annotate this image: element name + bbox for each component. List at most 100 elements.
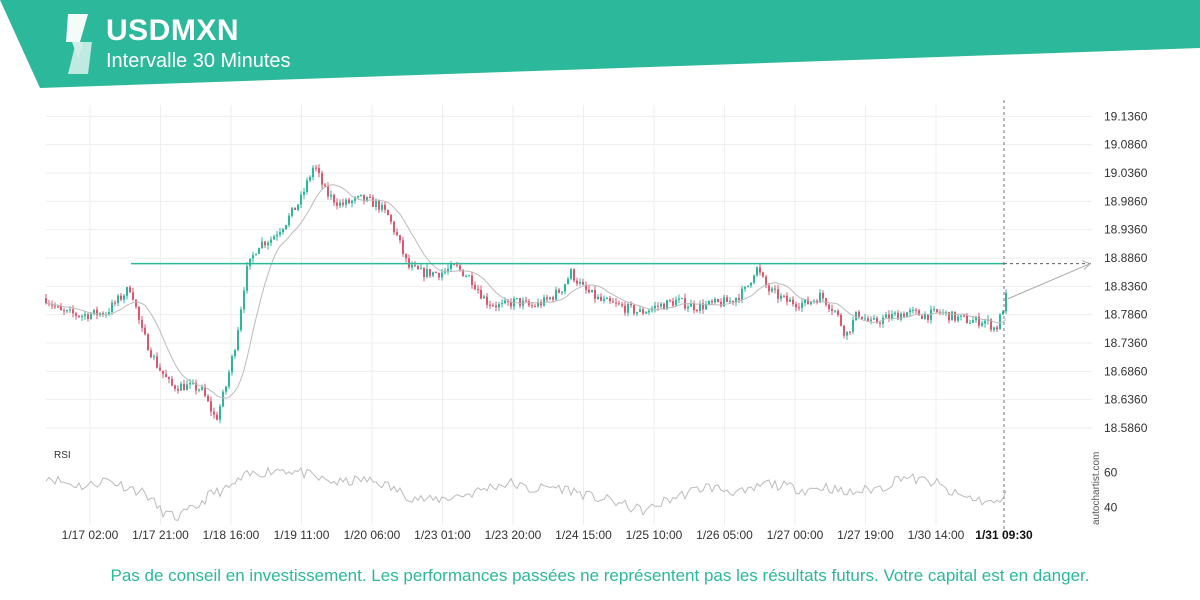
candle-body — [981, 323, 983, 326]
candle-body — [402, 240, 404, 254]
time-tick-label: 1/25 10:00 — [626, 528, 683, 542]
candle-body — [819, 292, 821, 303]
forecast-arrowhead — [1081, 260, 1091, 271]
candle-body — [909, 310, 911, 313]
candle-body — [495, 305, 497, 308]
candle-body — [801, 302, 803, 308]
time-tick-label: 1/17 21:00 — [132, 528, 189, 542]
candle-body — [366, 197, 368, 202]
candle-body — [585, 284, 587, 290]
candle-body — [375, 200, 377, 207]
candle-body — [864, 318, 866, 320]
time-tick-label: 1/27 19:00 — [837, 528, 894, 542]
candle-body — [786, 295, 788, 302]
candle-body — [462, 269, 464, 277]
candle-body — [918, 310, 920, 316]
candle-body — [66, 310, 68, 312]
candle-body — [924, 314, 926, 319]
candle-body — [669, 300, 671, 302]
candle-body — [600, 296, 602, 301]
candle-body — [711, 300, 713, 303]
candle-body — [237, 330, 239, 351]
candle-body — [822, 292, 824, 299]
price-tick-label: 18.5860 — [1104, 421, 1148, 435]
forecast-arrow — [1007, 263, 1091, 300]
candle-body — [627, 303, 629, 313]
candle-body — [219, 406, 221, 420]
candle-body — [849, 331, 851, 333]
candle-body — [621, 304, 623, 306]
candle-body — [804, 299, 806, 303]
candle-body — [456, 264, 458, 266]
candle-body — [714, 299, 716, 303]
candle-body — [387, 209, 389, 216]
candle-body — [246, 266, 248, 291]
candle-body — [996, 327, 998, 330]
candle-body — [591, 290, 593, 293]
candle-body — [603, 298, 605, 301]
time-tick-label: 1/26 05:00 — [696, 528, 753, 542]
candle-body — [792, 299, 794, 305]
candle-body — [132, 292, 134, 300]
candle-body — [75, 313, 77, 316]
price-tick-label: 18.9860 — [1104, 194, 1148, 208]
candle-body — [738, 297, 740, 300]
candle-body — [282, 228, 284, 233]
candle-body — [516, 298, 518, 300]
watermark-text: autochartist.com — [1091, 452, 1102, 525]
candle-body — [156, 356, 158, 368]
candle-body — [654, 305, 656, 309]
candle-body — [582, 281, 584, 285]
candle-body — [543, 297, 545, 306]
candle-body — [321, 172, 323, 185]
candle-body — [339, 202, 341, 206]
candle-body — [159, 367, 161, 371]
candle-body — [897, 312, 899, 320]
candle-body — [72, 309, 74, 314]
candle-body — [411, 265, 413, 268]
candle-body — [486, 296, 488, 305]
candle-body — [753, 275, 755, 283]
candle-body — [429, 268, 431, 276]
candle-body — [270, 239, 272, 243]
candle-body — [666, 300, 668, 310]
candle-body — [708, 300, 710, 305]
candle-body — [57, 306, 59, 308]
candle-body — [927, 314, 929, 320]
candle-body — [534, 305, 536, 307]
candle-body — [468, 275, 470, 277]
candle-body — [414, 265, 416, 267]
time-tick-label: 1/17 02:00 — [62, 528, 119, 542]
candle-body — [225, 386, 227, 392]
candle-body — [390, 215, 392, 222]
candle-body — [717, 299, 719, 302]
candle-body — [279, 232, 281, 235]
candle-body — [675, 299, 677, 306]
candle-body — [630, 303, 632, 306]
candle-body — [90, 314, 92, 319]
candle-body — [579, 281, 581, 284]
price-tick-label: 18.8360 — [1104, 279, 1148, 293]
rsi-tick-label: 40 — [1104, 501, 1118, 515]
candle-body — [198, 389, 200, 391]
candle-body — [189, 382, 191, 385]
candle-body — [549, 297, 551, 300]
candle-body — [303, 191, 305, 195]
price-tick-label: 19.0860 — [1104, 138, 1148, 152]
candle-body — [531, 305, 533, 307]
candle-body — [348, 199, 350, 204]
candle-body — [93, 309, 95, 315]
candle-body — [288, 215, 290, 226]
candle-body — [945, 311, 947, 313]
candle-body — [141, 319, 143, 328]
candle-body — [576, 280, 578, 284]
candle-body — [294, 207, 296, 211]
candle-body — [60, 306, 62, 311]
candle-body — [888, 314, 890, 319]
candle-body — [633, 305, 635, 314]
candle-body — [594, 290, 596, 300]
candle-body — [393, 221, 395, 233]
candle-body — [915, 309, 917, 311]
candle-body — [729, 300, 731, 303]
candle-body — [687, 306, 689, 309]
